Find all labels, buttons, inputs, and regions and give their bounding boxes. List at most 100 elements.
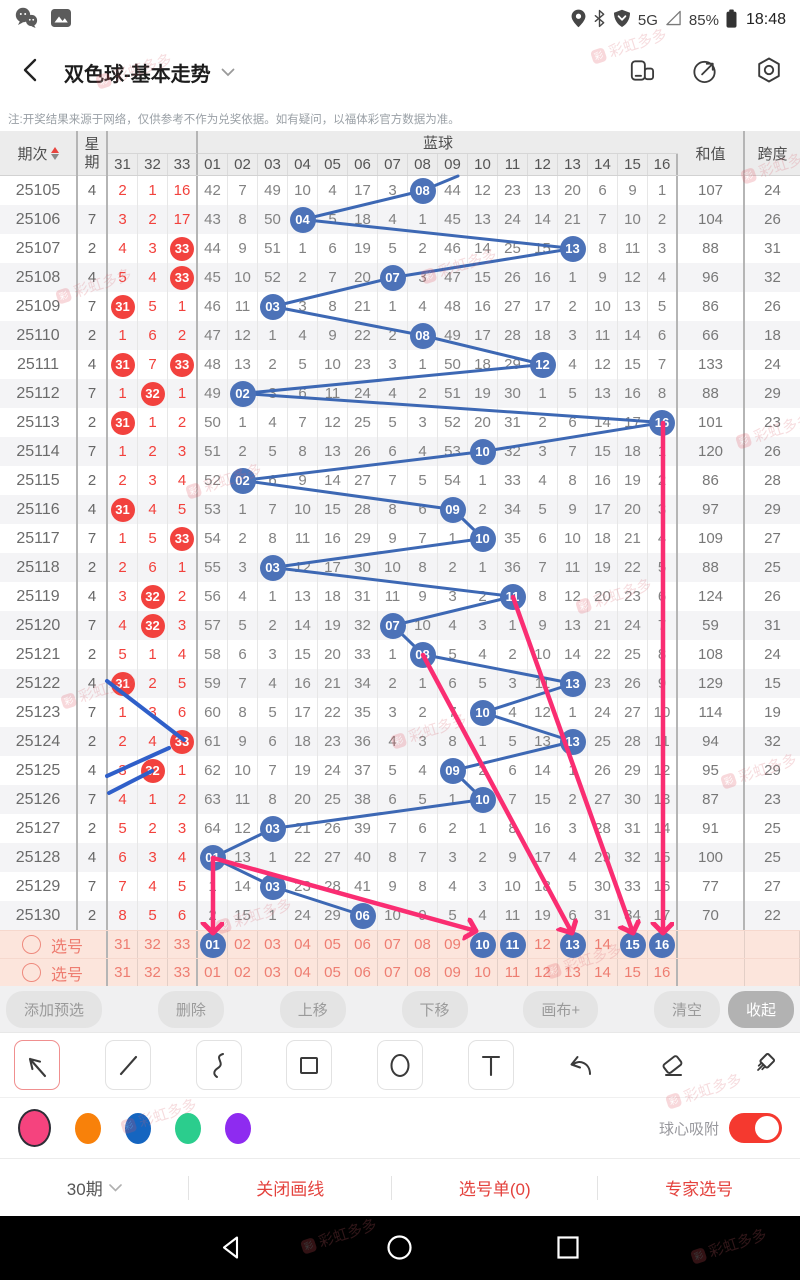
blue-cell: 7 xyxy=(648,611,678,640)
blue-cell: 1 xyxy=(528,379,558,408)
selection-blue-number[interactable]: 12 xyxy=(528,931,558,958)
tool-arrow-icon[interactable] xyxy=(14,1040,60,1090)
selection-blue-number[interactable]: 01 xyxy=(198,959,228,986)
selection-blue-number[interactable]: 07 xyxy=(378,931,408,958)
selection-blue-number[interactable]: 12 xyxy=(528,959,558,986)
selection-blue-number[interactable]: 04 xyxy=(288,931,318,958)
android-back-button[interactable] xyxy=(218,1234,242,1266)
tool-eraser-icon[interactable] xyxy=(649,1040,695,1090)
selection-blue-number[interactable]: 09 xyxy=(438,931,468,958)
selection-blue-number[interactable]: 04 xyxy=(288,959,318,986)
blue-cell: 59 xyxy=(198,669,228,698)
action-button-5[interactable]: 清空 xyxy=(653,990,720,1028)
color-swatch-2[interactable] xyxy=(125,1112,151,1144)
selection-blue-number[interactable]: 16 xyxy=(648,959,678,986)
action-button-4[interactable]: 画布+ xyxy=(523,990,599,1028)
red-cell: 4 xyxy=(168,843,198,872)
selection-blue-number[interactable]: 02 xyxy=(228,959,258,986)
selection-red-number[interactable]: 32 xyxy=(138,959,168,986)
settings-icon[interactable] xyxy=(754,55,784,91)
tool-curve-icon[interactable] xyxy=(195,1040,242,1090)
blue-cell: 2 xyxy=(468,582,498,611)
selection-blue-number[interactable]: 06 xyxy=(348,959,378,986)
close-drawing-button[interactable]: 关闭画线 xyxy=(256,1180,325,1199)
tool-ellipse-icon[interactable] xyxy=(377,1040,423,1090)
selection-blue-number[interactable]: 03 xyxy=(258,931,288,958)
selection-blue-number[interactable]: 05 xyxy=(318,931,348,958)
red-cell: 1 xyxy=(168,292,198,321)
selection-blue-number[interactable]: 13 xyxy=(558,931,588,958)
sum-cell: 107 xyxy=(678,176,745,205)
snap-toggle[interactable] xyxy=(729,1113,782,1143)
red-cell: 7 xyxy=(138,350,168,379)
blue-cell: 9 xyxy=(618,176,648,205)
selection-blue-number[interactable]: 15 xyxy=(618,931,648,958)
ticket-button[interactable]: 选号单(0) xyxy=(458,1180,531,1199)
selection-radio[interactable] xyxy=(22,963,41,982)
red-col-header: 32 xyxy=(138,154,168,175)
selection-red-number[interactable]: 33 xyxy=(168,959,198,986)
action-button-2[interactable]: 上移 xyxy=(279,990,346,1028)
tool-text-icon[interactable] xyxy=(467,1040,514,1090)
expert-pick-button[interactable]: 专家选号 xyxy=(665,1180,734,1199)
selection-blue-number[interactable]: 07 xyxy=(378,959,408,986)
selection-blue-number[interactable]: 09 xyxy=(438,959,468,986)
blue-cell: 17 xyxy=(648,901,678,930)
blue-cell: 17 xyxy=(588,495,618,524)
column-header-period[interactable]: 期次 xyxy=(0,131,78,176)
color-swatch-1[interactable] xyxy=(75,1112,101,1144)
blue-cell: 2 xyxy=(558,785,588,814)
selection-blue-number[interactable]: 10 xyxy=(468,931,498,958)
color-swatch-4[interactable] xyxy=(225,1112,251,1144)
android-recents-button[interactable] xyxy=(556,1234,580,1266)
action-button-0[interactable]: 添加预选 xyxy=(6,990,103,1028)
selection-red-number[interactable]: 31 xyxy=(108,931,138,958)
tool-line-icon[interactable] xyxy=(104,1040,151,1090)
selection-blue-number[interactable]: 15 xyxy=(618,959,648,986)
tool-rect-icon[interactable] xyxy=(286,1040,333,1090)
android-home-button[interactable] xyxy=(386,1234,413,1266)
tool-brush-clear-icon[interactable] xyxy=(740,1040,786,1090)
selection-blue-number[interactable]: 08 xyxy=(408,931,438,958)
selection-blue-number[interactable]: 03 xyxy=(258,959,288,986)
back-button[interactable] xyxy=(16,54,46,91)
selection-blue-number[interactable]: 10 xyxy=(468,959,498,986)
action-button-3[interactable]: 下移 xyxy=(401,990,468,1028)
selection-red-number[interactable]: 31 xyxy=(108,959,138,986)
selection-blue-number[interactable]: 14 xyxy=(588,959,618,986)
blue-cell: 6 xyxy=(648,321,678,350)
selection-red-number[interactable]: 33 xyxy=(168,931,198,958)
selection-red-number[interactable]: 32 xyxy=(138,931,168,958)
selection-radio[interactable] xyxy=(22,935,41,954)
collapse-button[interactable]: 收起 xyxy=(727,990,794,1028)
period-count-select[interactable]: 30期 xyxy=(67,1175,122,1200)
selection-blue-number[interactable]: 08 xyxy=(408,959,438,986)
selection-blue-number[interactable]: 14 xyxy=(588,931,618,958)
selection-blue-number[interactable]: 11 xyxy=(498,931,528,958)
selection-blue-number[interactable]: 05 xyxy=(318,959,348,986)
action-button-1[interactable]: 删除 xyxy=(157,990,224,1028)
table-row: 25107 2 4 3 33 44 9 51 1 6 19 5 2 46 14 25 15 13 8 11 3 88 31 xyxy=(0,234,800,263)
blue-cell: 13 xyxy=(468,205,498,234)
period-cell: 25110 xyxy=(0,321,78,350)
blue-ball: 13 xyxy=(559,235,586,262)
page-title[interactable]: 双色球-基本走势 xyxy=(64,64,211,86)
selection-blue-number[interactable]: 06 xyxy=(348,931,378,958)
selection-blue-number[interactable]: 02 xyxy=(228,931,258,958)
tool-undo-icon[interactable] xyxy=(559,1040,605,1090)
floating-window-icon[interactable] xyxy=(626,55,656,91)
selection-blue-number[interactable]: 16 xyxy=(648,931,678,958)
blue-cell: 19 xyxy=(528,901,558,930)
table-header: 期次 星期 31 32 33 蓝球 01 02 03 04 05 06 07 08 09 10 11 12… xyxy=(0,131,800,176)
color-swatch-3[interactable] xyxy=(175,1112,201,1144)
blue-cell: 3 xyxy=(378,350,408,379)
selection-blue-number[interactable]: 13 xyxy=(558,959,588,986)
blue-cell: 18 xyxy=(348,205,378,234)
selection-blue-number[interactable]: 01 xyxy=(198,931,228,958)
blue-cell: 33 xyxy=(498,466,528,495)
week-cell: 7 xyxy=(78,379,108,408)
color-swatch-0[interactable] xyxy=(18,1109,51,1147)
selection-blue-number[interactable]: 11 xyxy=(498,959,528,986)
share-icon[interactable] xyxy=(690,55,720,91)
title-dropdown-chevron-icon[interactable] xyxy=(221,68,235,77)
